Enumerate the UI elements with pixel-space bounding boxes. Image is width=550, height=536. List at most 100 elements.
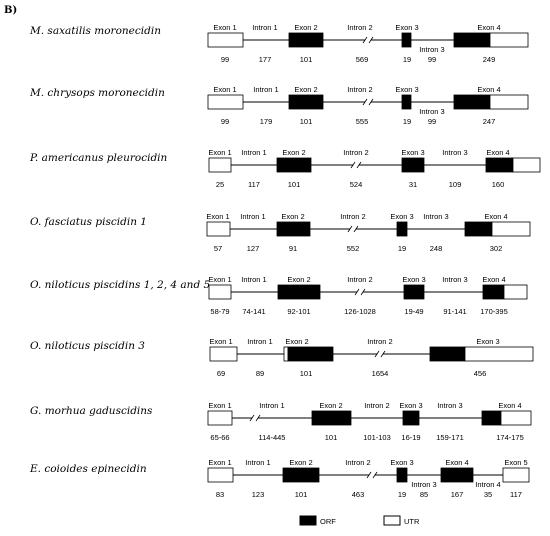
- gene-row: G. morhua gaduscidins Exon 1 Intron 1 Exon …: [30, 401, 532, 442]
- species-name: G. morhua gaduscidins: [30, 405, 153, 417]
- segment-label: Exon 2: [282, 148, 305, 157]
- segment-length: 179: [260, 117, 273, 126]
- scale-break-mark: [350, 161, 356, 169]
- segment-length: 174-175: [496, 433, 524, 442]
- scale-break-mark: [362, 98, 368, 106]
- segment-label: Exon 3: [395, 85, 418, 94]
- gene-row: P. americanus pleurocidin Exon 1 Intron 1 E…: [29, 148, 541, 189]
- exon-orf-block: [396, 221, 408, 237]
- segment-length: 177: [259, 55, 272, 64]
- species-name: O. niloticus piscidins 1, 2, 4 and 5: [30, 279, 211, 291]
- segment-label: Exon 3: [395, 23, 418, 32]
- segment-length: 19: [403, 117, 411, 126]
- exon-utr-block: [489, 94, 529, 110]
- gene-row: M. saxatilis moronecidin Exon 1 Intron 1 Ex…: [29, 23, 529, 64]
- segment-label: Exon 3: [390, 458, 413, 467]
- segment-length: 58-79: [210, 307, 229, 316]
- scale-break-gap: [252, 415, 258, 421]
- exon-orf-block: [453, 94, 491, 110]
- segment-label: Exon 2: [281, 212, 304, 221]
- segment-label: Exon 4: [498, 401, 521, 410]
- exon-orf-block: [311, 410, 352, 426]
- segment-length: 89: [256, 369, 264, 378]
- panel-label: B): [4, 5, 17, 16]
- scale-break-gap: [369, 472, 375, 478]
- segment-label: Exon 1: [208, 401, 231, 410]
- segment-length: 569: [356, 55, 369, 64]
- exon-orf-block: [482, 284, 505, 300]
- species-name: M. chrysops moronecidin: [29, 87, 165, 99]
- gene-rows: M. saxatilis moronecidin Exon 1 Intron 1 Ex…: [29, 23, 541, 499]
- exon-orf-block: [401, 32, 412, 48]
- gene-row: O. niloticus piscidin 3 Exon 1 Intron 1 Exo…: [30, 337, 534, 378]
- exon-orf-block: [453, 32, 491, 48]
- segment-label: Exon 4: [477, 85, 500, 94]
- exon-orf-block: [288, 32, 324, 48]
- segment-length: 99: [428, 55, 436, 64]
- scale-break-mark: [368, 36, 374, 44]
- species-name: O. fasciatus piscidin 1: [30, 216, 147, 228]
- segment-length: 248: [430, 244, 443, 253]
- segment-length: 35: [484, 490, 492, 499]
- segment-length: 302: [490, 244, 503, 253]
- segment-label: Exon 2: [294, 85, 317, 94]
- exon-utr-block: [209, 346, 238, 362]
- segment-length: 101-103: [363, 433, 391, 442]
- segment-length: 99: [221, 117, 229, 126]
- segment-length: 65-66: [210, 433, 229, 442]
- segment-length: 101: [288, 180, 301, 189]
- segment-length: 16-19: [401, 433, 420, 442]
- segment-length: 74-141: [242, 307, 265, 316]
- exon-utr-block: [489, 32, 529, 48]
- exon-utr-block: [502, 467, 530, 483]
- gene-row: E. coioides epinecidin Exon 1 Intron 1 Exon…: [29, 458, 530, 499]
- segment-label: Intron 3: [419, 45, 444, 54]
- segment-length: 552: [347, 244, 360, 253]
- segment-label: Exon 2: [319, 401, 342, 410]
- segment-length: 91-141: [443, 307, 466, 316]
- exon-orf-block: [440, 467, 474, 483]
- segment-label: Intron 1: [240, 212, 265, 221]
- segment-length: 170-395: [480, 307, 508, 316]
- exon-utr-block: [283, 346, 289, 362]
- scale-break-mark: [368, 98, 374, 106]
- segment-label: Intron 3: [423, 212, 448, 221]
- segment-label: Intron 2: [364, 401, 389, 410]
- legend-orf-swatch: [299, 515, 317, 526]
- segment-length: 249: [483, 55, 496, 64]
- legend-orf-label: ORF: [320, 517, 336, 526]
- segment-length: 19: [398, 490, 406, 499]
- segment-length: 159-171: [436, 433, 464, 442]
- segment-label: Intron 3: [442, 148, 467, 157]
- scale-break-mark: [347, 225, 353, 233]
- segment-label: Exon 1: [206, 212, 229, 221]
- species-name: M. saxatilis moronecidin: [29, 25, 161, 37]
- scale-break-gap: [357, 289, 363, 295]
- segment-label: Exon 2: [289, 458, 312, 467]
- segment-label: Exon 4: [486, 148, 509, 157]
- gene-row: O. niloticus piscidins 1, 2, 4 and 5Exon…: [30, 275, 528, 316]
- segment-label: Intron 1: [252, 23, 277, 32]
- segment-length: 101: [295, 490, 308, 499]
- exon-utr-block: [503, 284, 528, 300]
- segment-length: 101: [300, 55, 313, 64]
- scale-break-mark: [362, 36, 368, 44]
- gene-row: M. chrysops moronecidin Exon 1 Intron 1 Exo…: [29, 85, 529, 126]
- segment-length: 117: [248, 180, 260, 189]
- segment-length: 19-49: [404, 307, 423, 316]
- segment-label: Intron 2: [345, 458, 370, 467]
- segment-label: Intron 4: [475, 480, 500, 489]
- exon-orf-block: [402, 410, 420, 426]
- exon-orf-block: [277, 284, 321, 300]
- segment-label: Intron 1: [241, 148, 266, 157]
- segment-label: Exon 1: [208, 148, 231, 157]
- exon-orf-block: [403, 284, 425, 300]
- segment-label: Intron 1: [245, 458, 270, 467]
- segment-label: Intron 3: [411, 480, 436, 489]
- segment-length: 247: [483, 117, 496, 126]
- segment-label: Intron 1: [259, 401, 284, 410]
- species-name: P. americanus pleurocidin: [29, 152, 168, 164]
- segment-label: Exon 1: [208, 275, 231, 284]
- segment-length: 160: [492, 180, 505, 189]
- exon-utr-block: [500, 410, 532, 426]
